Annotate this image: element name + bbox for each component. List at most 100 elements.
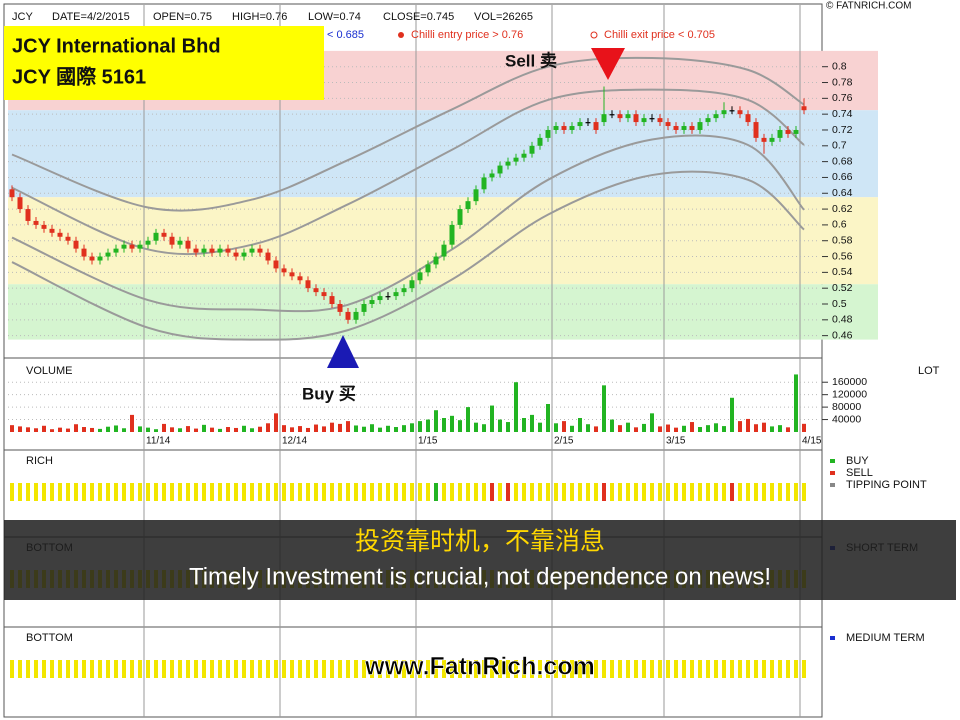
volume-bar: [26, 427, 30, 432]
candle-body: [729, 110, 735, 112]
sell-signal: [730, 483, 734, 501]
candle-body: [409, 280, 415, 289]
signal-bar: [338, 660, 342, 678]
signal-bar: [570, 660, 574, 678]
signal-bar: [458, 660, 462, 678]
volume-bar: [730, 397, 734, 432]
signal-bar: [762, 660, 766, 678]
band-line: [11, 56, 805, 212]
volume-bar: [794, 374, 798, 432]
signal-bar: [458, 483, 462, 501]
signal-bar: [522, 660, 526, 678]
signal-bar: [618, 660, 622, 678]
volume-bar: [738, 421, 742, 432]
volume-bar: [690, 422, 694, 432]
sell-signal: [602, 483, 606, 501]
signal-bar: [298, 660, 302, 678]
volume-bar: [570, 425, 574, 432]
signal-bar: [770, 660, 774, 678]
signal-bar: [466, 483, 470, 501]
signal-bar: [306, 660, 310, 678]
signal-bar: [378, 483, 382, 501]
candle-body: [393, 292, 399, 297]
y-tick-label: 0.6: [832, 219, 847, 231]
signal-bar: [722, 660, 726, 678]
signal-bar: [554, 660, 558, 678]
volume-bar: [402, 425, 406, 432]
signal-bar: [82, 483, 86, 501]
candle-body: [97, 256, 103, 261]
candle-body: [449, 224, 455, 245]
volume-bar: [618, 425, 622, 432]
candle-body: [777, 129, 783, 138]
signal-bar: [218, 660, 222, 678]
signal-bar: [106, 483, 110, 501]
signal-bar: [146, 660, 150, 678]
candle-body: [513, 157, 519, 162]
y-tick-label: 0.74: [832, 108, 853, 120]
candle-body: [81, 248, 87, 257]
band-line: [11, 134, 805, 313]
signal-bar: [42, 483, 46, 501]
banner: [4, 520, 956, 600]
y-tick-label: 0.8: [832, 60, 847, 72]
candle-body: [89, 256, 95, 261]
buy-arrow: [327, 335, 359, 368]
signal-bar: [130, 483, 134, 501]
signal-bar: [498, 483, 502, 501]
signal-bar: [218, 483, 222, 501]
candle-body: [65, 236, 71, 241]
signal-bar: [786, 483, 790, 501]
volume-bar: [386, 425, 390, 432]
candle-body: [497, 165, 503, 174]
signal-bar: [690, 660, 694, 678]
signal-bar: [282, 483, 286, 501]
volume-bar: [714, 423, 718, 432]
volume-bar: [378, 427, 382, 432]
signal-bar: [66, 483, 70, 501]
volume-bar: [74, 424, 78, 432]
x-tick-label: 2/15: [554, 436, 574, 447]
y-tick-label: 0.76: [832, 92, 853, 104]
legend-swatch: [830, 471, 835, 475]
signal-bar: [42, 660, 46, 678]
signal-bar: [138, 483, 142, 501]
volume-bar: [82, 427, 86, 432]
signal-bar: [394, 483, 398, 501]
signal-bar: [26, 483, 30, 501]
legend-label: TIPPING POINT: [846, 479, 927, 491]
candle-body: [617, 114, 623, 119]
candle-body: [345, 311, 351, 320]
signal-bar: [754, 483, 758, 501]
sell-signal: [490, 483, 494, 501]
volume-bar: [146, 427, 150, 432]
candle-body: [641, 118, 647, 123]
candle-body: [737, 110, 743, 115]
legend-label: SELL: [846, 467, 873, 479]
x-tick-label: 1/15: [418, 436, 438, 447]
candle-body: [297, 276, 303, 281]
candle-body: [137, 244, 143, 249]
volume-bar: [426, 419, 430, 432]
volume-bar: [450, 415, 454, 432]
signal-bar: [626, 660, 630, 678]
volume-bar: [762, 422, 766, 432]
volume-bar: [514, 382, 518, 432]
signal-bar: [370, 660, 374, 678]
candle-body: [585, 122, 591, 124]
signal-bar: [266, 660, 270, 678]
volume-bar: [498, 419, 502, 432]
candle-body: [361, 304, 367, 312]
signal-bar: [786, 660, 790, 678]
signal-bar: [266, 483, 270, 501]
signal-bar: [314, 483, 318, 501]
volume-bar: [626, 422, 630, 432]
signal-bar: [10, 660, 14, 678]
volume-bar: [706, 425, 710, 432]
signal-bar: [250, 483, 254, 501]
candle-body: [33, 220, 39, 225]
volume-bar: [538, 422, 542, 432]
candle-body: [337, 304, 343, 312]
signal-bar: [682, 660, 686, 678]
signal-bar: [242, 660, 246, 678]
